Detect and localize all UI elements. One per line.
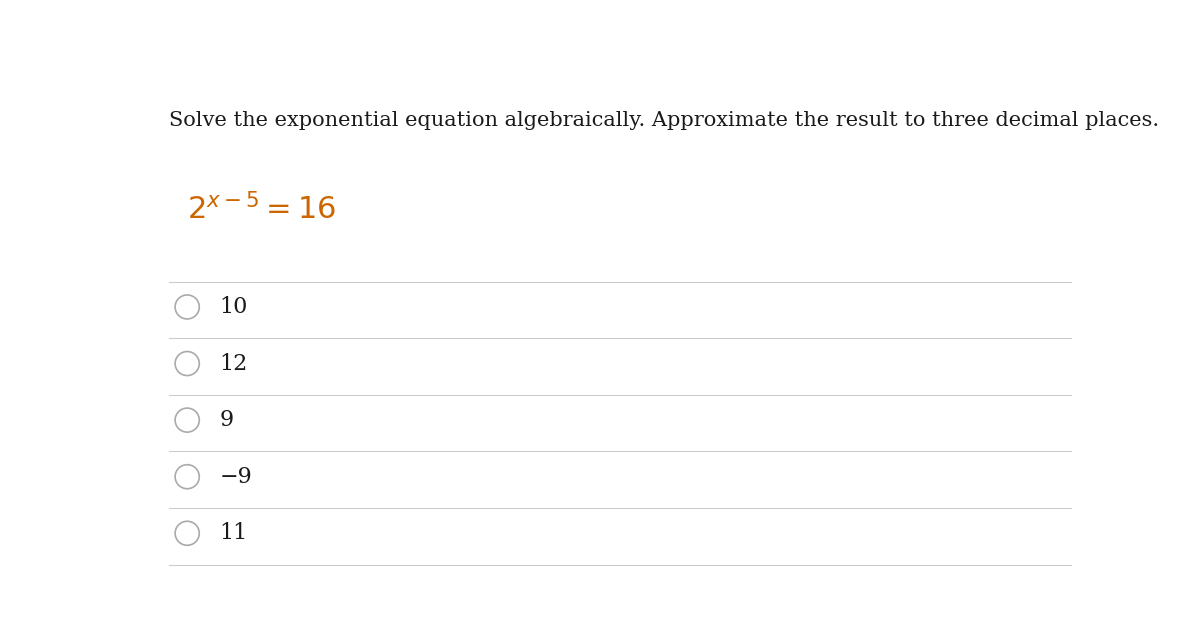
Text: 12: 12	[220, 353, 248, 374]
Text: 11: 11	[220, 522, 248, 544]
Text: −9: −9	[220, 466, 252, 488]
Text: 10: 10	[220, 296, 248, 318]
Text: 9: 9	[220, 409, 234, 431]
Text: $2^{x-5} = 16$: $2^{x-5} = 16$	[187, 193, 336, 226]
Text: Solve the exponential equation algebraically. Approximate the result to three de: Solve the exponential equation algebraic…	[168, 111, 1159, 130]
